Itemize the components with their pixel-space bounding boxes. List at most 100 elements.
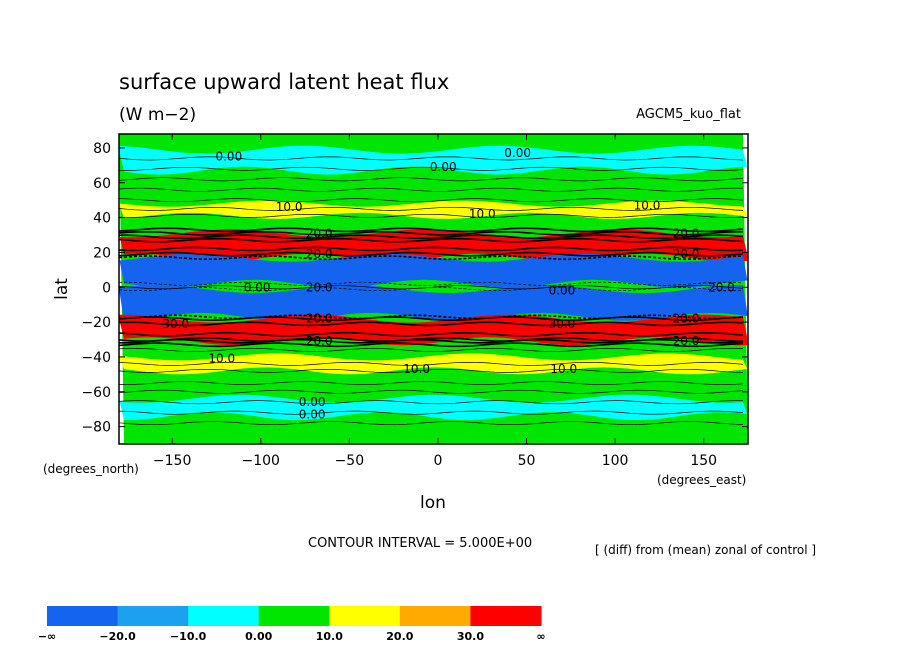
chart-title: surface upward latent heat flux [119,70,449,94]
contour-line [119,166,744,171]
contour-line [119,251,744,257]
contour-line [119,287,744,291]
contour-label: 10.0 [208,352,235,366]
contour-label: 10.0 [550,362,577,376]
contour-label: 30.0 [162,317,189,331]
contour-label: 20.0 [673,247,700,261]
y-tick-label: 60 [93,176,111,192]
contour-label: 0.00 [504,146,531,160]
contour-label: 20.0 [306,247,333,261]
contour-line [119,421,744,426]
x-tick-label: 150 [690,453,717,469]
colorbar [47,606,542,626]
x-tick-label: 100 [602,453,629,469]
contour-label: 0.00 [549,284,576,298]
contour-label: 0.00 [244,280,271,294]
y-tick-label: 20 [93,245,111,261]
contour-line [119,281,744,286]
colorbar-label: −∞ [38,630,56,643]
contour-line [119,331,744,337]
y-units: (degrees_north) [43,462,139,476]
color-band [119,253,748,288]
y-tick-label: 40 [93,211,111,227]
contour-line [119,156,744,161]
y-tick-label: −20 [81,315,111,331]
y-tick-label: 80 [93,141,111,157]
y-tick-label: −80 [81,420,111,436]
contour-label: 20.0 [306,312,333,326]
colorbar-swatch [399,606,471,626]
contour-label: 20.0 [306,226,333,240]
color-band [119,200,748,219]
contour-interval: CONTOUR INTERVAL = 5.000E+00 [308,536,532,551]
contour-label: 20.0 [708,280,735,294]
y-tick-label: −60 [81,385,111,401]
contour-line [119,338,744,344]
contour-line [119,237,744,243]
contour-line [119,230,744,236]
contour-line [119,246,744,252]
contour-label: 20.0 [673,334,700,348]
contour-label: 20.0 [673,312,700,326]
contour-line [119,177,744,182]
x-tick-label: −100 [242,453,280,469]
colorbar-swatch [258,606,330,626]
x-tick-label: −150 [153,453,191,469]
contour-label: 0.00 [430,160,457,174]
colorbar-swatch [329,606,401,626]
contour-line [119,234,744,240]
y-tick-label: 0 [102,280,111,296]
contour-line [119,321,744,327]
color-band [119,145,748,175]
colorbar-label: 30.0 [457,630,484,643]
x-tick-label: 50 [518,453,536,469]
contour-line [119,206,744,211]
contour-label: 20.0 [673,226,700,240]
colorbar-swatch [470,606,542,626]
contour-line [119,361,744,366]
contour-line [119,410,744,415]
color-band [119,285,748,321]
contour-label: 20.0 [306,280,333,294]
colorbar-label: 0.00 [245,630,272,643]
contour-label: 0.00 [215,150,242,164]
contour-line [119,314,744,320]
plot-frame [118,133,749,445]
y-tick-label: −40 [81,350,111,366]
contour-line [119,400,744,405]
colorbar-label: 20.0 [386,630,413,643]
x-tick-label: −50 [335,453,365,469]
contour-label: 0.00 [299,407,326,421]
x-units: (degrees_east) [657,473,746,487]
contour-line [119,368,744,373]
y-axis-label: lat [52,278,72,300]
contour-label: 10.0 [403,362,430,376]
contour-line [119,213,744,218]
colorbar-swatch [47,606,119,626]
colorbar-label: −20.0 [99,630,136,643]
contour-line [119,255,744,261]
contour-line [119,342,744,348]
contour-label: 20.0 [306,334,333,348]
contour-line [119,389,744,394]
contour-line [119,381,744,385]
model-label: AGCM5_kuo_flat [636,107,741,122]
color-band [119,353,748,375]
contour-label: 10.0 [634,198,661,212]
contour-label: 0.00 [299,395,326,409]
chart-subtitle: (W m−2) [119,105,196,125]
contour-line [119,348,744,352]
colorbar-swatch [188,606,260,626]
diff-note: [ (diff) from (mean) zonal of control ] [595,543,816,557]
x-tick-label: 0 [433,453,442,469]
contour-label: 10.0 [276,200,303,214]
colorbar-swatch [117,606,189,626]
contour-label: 30.0 [549,317,576,331]
colorbar-label: ∞ [536,630,545,643]
contour-line [119,316,744,322]
contour-line [119,187,744,192]
colorbar-label: −10.0 [170,630,207,643]
contour-line [119,227,744,233]
